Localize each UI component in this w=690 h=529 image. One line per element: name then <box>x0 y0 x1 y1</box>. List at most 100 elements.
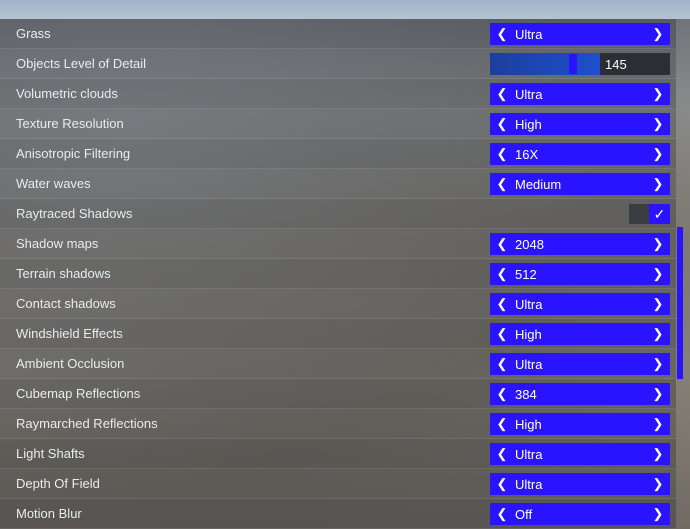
chevron-left-icon[interactable]: ❮ <box>496 236 508 251</box>
slider-value: 145 <box>605 57 627 72</box>
selector-value: 2048 <box>515 237 544 252</box>
setting-row-light-shafts: Light Shafts ❮ Ultra ❯ <box>0 439 676 469</box>
chevron-left-icon[interactable]: ❮ <box>496 506 508 521</box>
setting-label: Motion Blur <box>16 506 82 521</box>
selector-value: Ultra <box>515 357 543 372</box>
chevron-left-icon[interactable]: ❮ <box>496 416 508 431</box>
chevron-left-icon[interactable]: ❮ <box>496 326 508 341</box>
chevron-left-icon[interactable]: ❮ <box>496 476 508 491</box>
slider-track[interactable] <box>490 53 600 75</box>
setting-label: Anisotropic Filtering <box>16 146 131 161</box>
chevron-right-icon[interactable]: ❯ <box>652 236 664 251</box>
chevron-right-icon[interactable]: ❯ <box>652 266 664 281</box>
chevron-right-icon[interactable]: ❯ <box>652 26 664 41</box>
chevron-left-icon[interactable]: ❮ <box>496 296 508 311</box>
selector-value: Medium <box>515 177 562 192</box>
slider-readout: 145 <box>600 53 670 75</box>
setting-row-shadow-maps: Shadow maps ❮ 2048 ❯ <box>0 229 676 259</box>
chevron-left-icon[interactable]: ❮ <box>496 86 508 101</box>
setting-label: Light Shafts <box>16 446 85 461</box>
objects-lod-slider[interactable]: 145 <box>490 53 670 75</box>
setting-row-ambient-occlusion: Ambient Occlusion ❮ Ultra ❯ <box>0 349 676 379</box>
setting-row-cubemap-reflections: Cubemap Reflections ❮ 384 ❯ <box>0 379 676 409</box>
selector-value: High <box>515 117 542 132</box>
selector-value: 384 <box>515 387 537 402</box>
chevron-right-icon[interactable]: ❯ <box>652 356 664 371</box>
grass-selector[interactable]: ❮ Ultra ❯ <box>490 23 670 45</box>
chevron-left-icon[interactable]: ❮ <box>496 266 508 281</box>
setting-row-anisotropic-filtering: Anisotropic Filtering ❮ 16X ❯ <box>0 139 676 169</box>
setting-row-grass: Grass ❮ Ultra ❯ <box>0 19 676 49</box>
chevron-right-icon[interactable]: ❯ <box>652 116 664 131</box>
chevron-left-icon[interactable]: ❮ <box>496 446 508 461</box>
chevron-left-icon[interactable]: ❮ <box>496 356 508 371</box>
anisotropic-filtering-selector[interactable]: ❮ 16X ❯ <box>490 143 670 165</box>
setting-row-windshield-effects: Windshield Effects ❮ High ❯ <box>0 319 676 349</box>
setting-row-motion-blur: Motion Blur ❮ Off ❯ <box>0 499 676 529</box>
setting-row-water-waves: Water waves ❮ Medium ❯ <box>0 169 676 199</box>
chevron-right-icon[interactable]: ❯ <box>652 296 664 311</box>
water-waves-selector[interactable]: ❮ Medium ❯ <box>490 173 670 195</box>
chevron-right-icon[interactable]: ❯ <box>652 416 664 431</box>
vertical-scrollbar[interactable] <box>677 227 683 379</box>
raymarched-reflections-selector[interactable]: ❮ High ❯ <box>490 413 670 435</box>
setting-row-terrain-shadows: Terrain shadows ❮ 512 ❯ <box>0 259 676 289</box>
setting-label: Raymarched Reflections <box>16 416 158 431</box>
setting-label: Cubemap Reflections <box>16 386 141 401</box>
toggle-off-half[interactable] <box>629 204 649 224</box>
raytraced-shadows-toggle[interactable]: ✓ <box>629 204 670 224</box>
selector-value: Ultra <box>515 477 543 492</box>
chevron-left-icon[interactable]: ❮ <box>496 146 508 161</box>
setting-label: Texture Resolution <box>16 116 124 131</box>
chevron-right-icon[interactable]: ❯ <box>652 146 664 161</box>
chevron-right-icon[interactable]: ❯ <box>652 326 664 341</box>
setting-label: Windshield Effects <box>16 326 123 341</box>
selector-value: Off <box>515 507 533 522</box>
setting-label: Volumetric clouds <box>16 86 118 101</box>
selector-value: Ultra <box>515 297 543 312</box>
motion-blur-selector[interactable]: ❮ Off ❯ <box>490 503 670 525</box>
setting-row-depth-of-field: Depth Of Field ❮ Ultra ❯ <box>0 469 676 499</box>
chevron-left-icon[interactable]: ❮ <box>496 176 508 191</box>
setting-label: Raytraced Shadows <box>16 206 133 221</box>
selector-value: 16X <box>515 147 539 162</box>
check-icon[interactable]: ✓ <box>649 204 670 224</box>
graphics-settings-list: Grass ❮ Ultra ❯ Objects Level of Detail … <box>0 19 676 529</box>
chevron-right-icon[interactable]: ❯ <box>652 506 664 521</box>
selector-value: 512 <box>515 267 537 282</box>
texture-resolution-selector[interactable]: ❮ High ❯ <box>490 113 670 135</box>
chevron-left-icon[interactable]: ❮ <box>496 116 508 131</box>
slider-thumb[interactable] <box>569 54 577 74</box>
chevron-right-icon[interactable]: ❯ <box>652 446 664 461</box>
setting-row-raymarched-reflections: Raymarched Reflections ❮ High ❯ <box>0 409 676 439</box>
shadow-maps-selector[interactable]: ❮ 2048 ❯ <box>490 233 670 255</box>
light-shafts-selector[interactable]: ❮ Ultra ❯ <box>490 443 670 465</box>
chevron-left-icon[interactable]: ❮ <box>496 386 508 401</box>
ambient-occlusion-selector[interactable]: ❮ Ultra ❯ <box>490 353 670 375</box>
setting-label: Objects Level of Detail <box>16 56 147 71</box>
selector-value: High <box>515 327 542 342</box>
chevron-right-icon[interactable]: ❯ <box>652 86 664 101</box>
chevron-right-icon[interactable]: ❯ <box>652 176 664 191</box>
setting-label: Contact shadows <box>16 296 116 311</box>
setting-label: Shadow maps <box>16 236 99 251</box>
setting-label: Terrain shadows <box>16 266 111 281</box>
chevron-right-icon[interactable]: ❯ <box>652 386 664 401</box>
windshield-effects-selector[interactable]: ❮ High ❯ <box>490 323 670 345</box>
terrain-shadows-selector[interactable]: ❮ 512 ❯ <box>490 263 670 285</box>
depth-of-field-selector[interactable]: ❮ Ultra ❯ <box>490 473 670 495</box>
selector-value: Ultra <box>515 87 543 102</box>
setting-row-raytraced-shadows: Raytraced Shadows ✓ <box>0 199 676 229</box>
setting-row-texture-resolution: Texture Resolution ❮ High ❯ <box>0 109 676 139</box>
setting-label: Grass <box>16 26 51 41</box>
cubemap-reflections-selector[interactable]: ❮ 384 ❯ <box>490 383 670 405</box>
window-top-strip <box>0 0 690 19</box>
setting-row-volumetric-clouds: Volumetric clouds ❮ Ultra ❯ <box>0 79 676 109</box>
chevron-left-icon[interactable]: ❮ <box>496 26 508 41</box>
selector-value: High <box>515 417 542 432</box>
contact-shadows-selector[interactable]: ❮ Ultra ❯ <box>490 293 670 315</box>
setting-row-objects-lod: Objects Level of Detail 145 <box>0 49 676 79</box>
chevron-right-icon[interactable]: ❯ <box>652 476 664 491</box>
volumetric-clouds-selector[interactable]: ❮ Ultra ❯ <box>490 83 670 105</box>
setting-label: Ambient Occlusion <box>16 356 125 371</box>
